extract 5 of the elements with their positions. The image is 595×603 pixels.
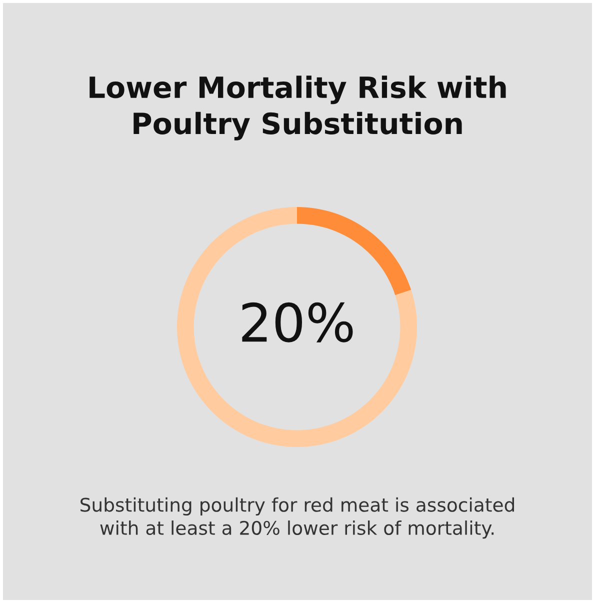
donut-slice bbox=[177, 207, 417, 447]
text: Substituting poultry for red meat is associated with at least a 20% lower risk of mortality. bbox=[80, 497, 514, 539]
data-label: 20% bbox=[242, 302, 353, 342]
donut-slice bbox=[297, 207, 412, 296]
chart-title: Lower Mortality Risk with Poultry Substitution bbox=[90, 76, 506, 140]
